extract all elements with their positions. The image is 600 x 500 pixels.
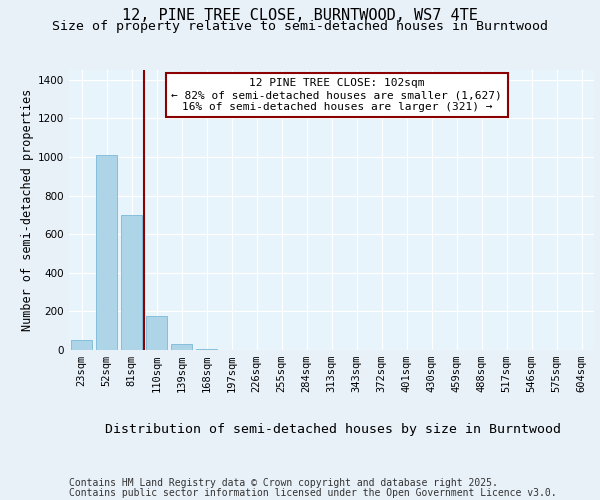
Text: 12 PINE TREE CLOSE: 102sqm
← 82% of semi-detached houses are smaller (1,627)
16%: 12 PINE TREE CLOSE: 102sqm ← 82% of semi… (172, 78, 502, 112)
Bar (96, 155, 117, 350)
Y-axis label: Number of semi-detached properties: Number of semi-detached properties (21, 89, 34, 331)
Text: Distribution of semi-detached houses by size in Burntwood: Distribution of semi-detached houses by … (105, 422, 561, 436)
Bar (71, 340, 92, 350)
Text: Contains public sector information licensed under the Open Government Licence v3: Contains public sector information licen… (69, 488, 557, 498)
Bar (121, 215, 142, 350)
Bar (171, 344, 192, 350)
Bar (146, 316, 167, 350)
Text: 12, PINE TREE CLOSE, BURNTWOOD, WS7 4TE: 12, PINE TREE CLOSE, BURNTWOOD, WS7 4TE (122, 8, 478, 22)
Text: Size of property relative to semi-detached houses in Burntwood: Size of property relative to semi-detach… (52, 20, 548, 33)
Bar (196, 349, 217, 350)
Text: Contains HM Land Registry data © Crown copyright and database right 2025.: Contains HM Land Registry data © Crown c… (69, 478, 498, 488)
